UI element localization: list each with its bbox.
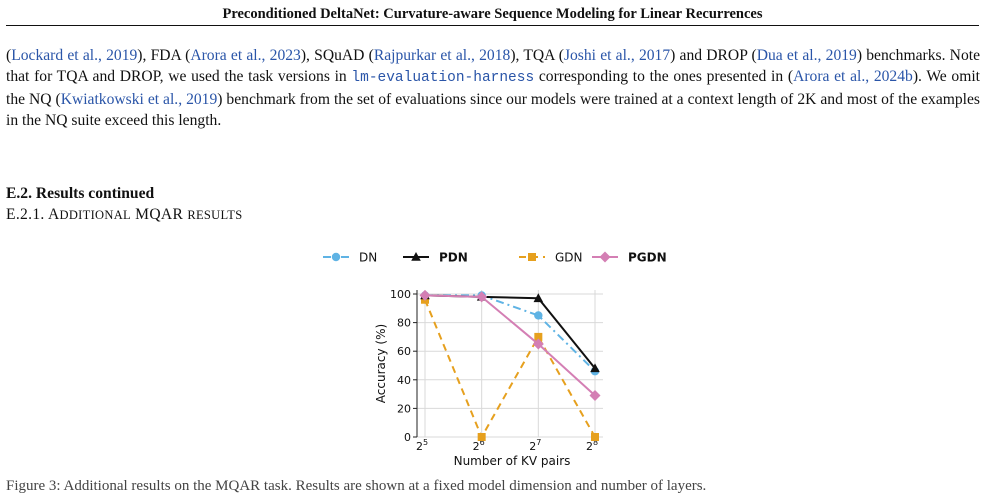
figure-caption: Figure 3: Additional results on the MQAR…: [6, 478, 707, 494]
y-tick-label: 60: [397, 345, 411, 358]
data-point-pgdn: [476, 291, 488, 303]
paragraph-text: ). We omit the NQ (: [6, 68, 980, 108]
paragraph-text: ), SQuAD (: [300, 47, 374, 64]
data-point-pdn: [590, 363, 600, 373]
citation-link[interactable]: Rajpurkar et al.,: [373, 47, 475, 64]
paragraph-text: (: [6, 47, 12, 64]
series-line-pdn: [424, 294, 596, 369]
paragraph-text: ) benchmark from the set of evaluations …: [6, 91, 980, 129]
citation-link[interactable]: 2019: [186, 91, 218, 108]
data-point-gdn: [477, 433, 486, 441]
citation-link[interactable]: 2024b: [873, 68, 913, 85]
x-tick-label: 27: [529, 438, 541, 453]
paragraph-text: ) and DROP (: [670, 47, 757, 64]
data-point-dn: [534, 311, 543, 320]
y-axis-label: Accuracy (%): [374, 324, 388, 403]
citation-link[interactable]: 2017: [638, 47, 671, 64]
citation-link[interactable]: Arora et al.,: [793, 68, 870, 85]
section-heading: E.2. Results continued: [6, 185, 155, 202]
data-point-pdn: [533, 293, 544, 303]
running-title: Preconditioned DeltaNet: Curvature-aware…: [222, 6, 763, 22]
subsection-title-a: A: [47, 206, 60, 223]
x-tick-label: 26: [473, 438, 485, 453]
header-rule: [6, 25, 979, 26]
series-line-pgdn: [424, 294, 596, 397]
citation-link[interactable]: 2019: [825, 47, 857, 64]
citation-link[interactable]: Arora et al.,: [190, 47, 266, 64]
legend-marker-gdn: [528, 253, 536, 261]
data-point-pgdn: [419, 289, 431, 301]
paragraph-text: ), TQA (: [510, 47, 564, 64]
citation-link[interactable]: 2023: [269, 47, 301, 64]
x-tick-label: 28: [586, 438, 598, 453]
subsection-title-d: RESULTS: [187, 208, 243, 222]
data-point-pgdn: [589, 390, 601, 402]
citation-link[interactable]: Kwiatkowski et al.,: [60, 91, 183, 108]
subsection-title-b: DDITIONAL: [59, 208, 131, 222]
paragraph-text: ), FDA (: [137, 47, 191, 64]
series-line-gdn: [424, 299, 596, 440]
data-point-gdn: [591, 433, 599, 441]
subsection-heading: E.2.1. ADDITIONAL MQAR RESULTS: [6, 206, 243, 224]
body-paragraph: (Lockard et al., 2019), FDA (Arora et al…: [6, 45, 980, 131]
y-tick-label: 0: [404, 431, 411, 444]
citation-link[interactable]: Lockard et al.,: [11, 47, 102, 64]
series-line-dn: [425, 294, 596, 372]
y-tick-label: 20: [397, 402, 411, 415]
legend-marker-dn: [331, 252, 341, 262]
paragraph-text: ) benchmarks. Note that for TQA and DROP…: [6, 47, 980, 85]
legend-marker-pgdn: [599, 251, 611, 263]
citation-link[interactable]: 2018: [479, 47, 511, 64]
y-tick-label: 100: [390, 288, 411, 301]
legend-label-pdn: PDN: [439, 251, 468, 265]
citation-link[interactable]: 2019: [106, 47, 138, 64]
code-link[interactable]: lm-evaluation-harness: [351, 70, 535, 86]
subsection-title-c: MQAR: [130, 206, 188, 223]
citation-link[interactable]: Joshi et al.,: [563, 47, 635, 64]
citation-link[interactable]: Dua et al.,: [756, 47, 822, 64]
y-tick-label: 40: [397, 374, 411, 387]
x-tick-label: 25: [416, 438, 428, 453]
subsection-number: E.2.1.: [6, 206, 45, 223]
legend-marker-pdn: [411, 252, 421, 261]
x-axis-label: Number of KV pairs: [454, 454, 571, 468]
data-point-gdn: [534, 332, 543, 341]
paragraph-text: corresponding to the ones presented in (: [534, 68, 794, 85]
legend-label-dn: DN: [359, 251, 377, 265]
data-point-pgdn: [532, 338, 544, 350]
page-header: Preconditioned DeltaNet: Curvature-aware…: [0, 0, 985, 26]
legend-label-pgdn: PGDN: [628, 251, 667, 265]
y-tick-label: 80: [397, 317, 411, 330]
legend-label-gdn: GDN: [555, 251, 583, 265]
